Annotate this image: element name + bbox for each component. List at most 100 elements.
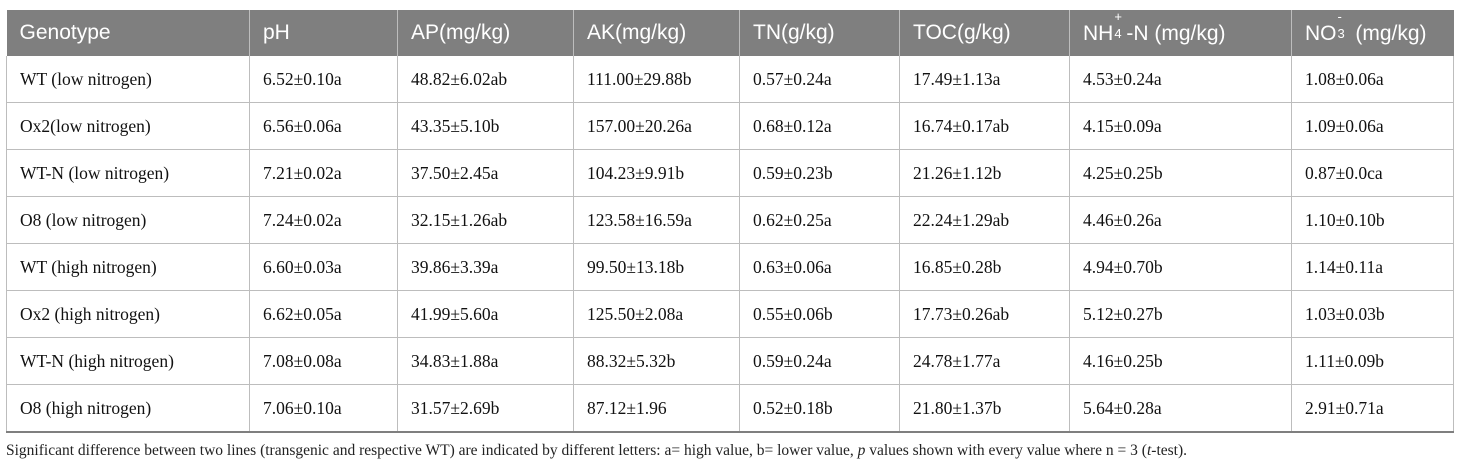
header-no3-subscript: 3 [1337,26,1345,41]
cell-ph: 6.56±0.06a [249,102,398,150]
header-ph: pH [249,10,398,56]
header-nh4-n: NH +4 -N (mg/kg) [1069,9,1292,56]
cell-toc: 16.74±0.17ab [899,102,1070,150]
soil-properties-table: Genotype pH AP(mg/kg) AK(mg/kg) TN(g/kg)… [6,9,1454,433]
cell-nh4-n: 4.46±0.26a [1069,196,1292,244]
cell-tn: 0.68±0.12a [739,102,900,150]
cell-toc: 24.78±1.77a [899,337,1070,385]
cell-genotype: Ox2 (high nitrogen) [6,290,250,338]
cell-no3: 1.08±0.06a [1291,56,1454,103]
cell-toc: 21.80±1.37b [899,384,1070,433]
header-nh4-charge: + [1114,9,1122,24]
cell-no3: 1.10±0.10b [1291,196,1454,244]
cell-ph: 7.08±0.08a [249,337,398,385]
table-row: WT-N (low nitrogen) 7.21±0.02a 37.50±2.45a… [6,149,1454,197]
header-nh4-base: NH [1083,22,1114,45]
cell-ap: 31.57±2.69b [397,384,574,433]
table-row: WT (low nitrogen) 6.52±0.10a 48.82±6.02ab 1… [6,56,1454,103]
header-no3-script: -3 [1337,9,1350,41]
header-no3-base: NO [1305,22,1337,45]
cell-nh4-n: 4.15±0.09a [1069,102,1292,150]
cell-genotype: O8 (low nitrogen) [6,196,250,244]
cell-tn: 0.55±0.06b [739,290,900,338]
table-row: Ox2(low nitrogen) 6.56±0.06a 43.35±5.10b 15… [6,102,1454,150]
cell-toc: 17.49±1.13a [899,56,1070,103]
table-row: Ox2 (high nitrogen) 6.62±0.05a 41.99±5.60a… [6,290,1454,338]
cell-ap: 37.50±2.45a [397,149,574,197]
cell-ak: 104.23±9.91b [573,149,740,197]
table-row: O8 (low nitrogen) 7.24±0.02a 32.15±1.26ab 1… [6,196,1454,244]
header-tn: TN(g/kg) [739,10,900,56]
cell-nh4-n: 4.94±0.70b [1069,243,1292,291]
header-no3-charge: - [1337,9,1342,24]
cell-ph: 6.62±0.05a [249,290,398,338]
cell-nh4-n: 4.53±0.24a [1069,56,1292,103]
table-row: WT (high nitrogen) 6.60±0.03a 39.86±3.39a 9… [6,243,1454,291]
cell-tn: 0.52±0.18b [739,384,900,433]
cell-nh4-n: 5.64±0.28a [1069,384,1292,433]
footnote-t-italic: t [1146,442,1152,459]
cell-ap: 43.35±5.10b [397,102,574,150]
cell-tn: 0.63±0.06a [739,243,900,291]
header-nh4-unit: -N (mg/kg) [1126,22,1226,45]
cell-toc: 21.26±1.12b [899,149,1070,197]
cell-ak: 87.12±1.96 [573,384,740,433]
cell-no3: 0.87±0.0ca [1291,149,1454,197]
footnote-text-1: Significant difference between two lines… [6,442,858,459]
cell-genotype: Ox2(low nitrogen) [6,102,250,150]
footnote-text-2: values shown with every value where n = … [865,442,1147,459]
header-genotype: Genotype [6,10,250,56]
cell-ak: 88.32±5.32b [573,337,740,385]
cell-ak: 125.50±2.08a [573,290,740,338]
cell-ap: 48.82±6.02ab [397,56,574,103]
cell-no3: 2.91±0.71a [1291,384,1454,433]
cell-tn: 0.59±0.23b [739,149,900,197]
cell-nh4-n: 4.25±0.25b [1069,149,1292,197]
table-row: WT-N (high nitrogen) 7.08±0.08a 34.83±1.88… [6,337,1454,385]
cell-ap: 34.83±1.88a [397,337,574,385]
cell-ak: 111.00±29.88b [573,56,740,103]
cell-tn: 0.62±0.25a [739,196,900,244]
cell-nh4-n: 4.16±0.25b [1069,337,1292,385]
data-table-container: Genotype pH AP(mg/kg) AK(mg/kg) TN(g/kg)… [6,9,1454,433]
cell-ph: 7.24±0.02a [249,196,398,244]
header-no3: NO -3 (mg/kg) [1292,9,1454,56]
cell-genotype: WT (low nitrogen) [6,56,250,103]
cell-ph: 6.60±0.03a [249,243,398,291]
cell-ap: 41.99±5.60a [397,290,574,338]
cell-ak: 99.50±13.18b [573,243,740,291]
header-toc: TOC(g/kg) [899,10,1070,56]
cell-genotype: WT (high nitrogen) [6,243,250,291]
table-header-row: Genotype pH AP(mg/kg) AK(mg/kg) TN(g/kg)… [6,9,1454,56]
cell-toc: 16.85±0.28b [899,243,1070,291]
footnote-p-italic: p [857,442,866,459]
header-ak: AK(mg/kg) [573,10,740,56]
cell-ap: 39.86±3.39a [397,243,574,291]
cell-no3: 1.11±0.09b [1291,337,1454,385]
cell-tn: 0.59±0.24a [739,337,900,385]
header-no3-unit: (mg/kg) [1349,22,1427,45]
cell-ph: 7.21±0.02a [249,149,398,197]
table-footnote: Significant difference between two lines… [6,442,1453,460]
cell-no3: 1.14±0.11a [1291,243,1454,291]
cell-tn: 0.57±0.24a [739,56,900,103]
cell-ph: 7.06±0.10a [249,384,398,433]
cell-ap: 32.15±1.26ab [397,196,574,244]
cell-toc: 17.73±0.26ab [899,290,1070,338]
header-nh4-script: +4 [1113,9,1126,41]
cell-no3: 1.03±0.03b [1291,290,1454,338]
footnote-text-3: -test). [1151,442,1188,459]
header-ap: AP(mg/kg) [397,10,574,56]
cell-genotype: WT-N (high nitrogen) [6,337,250,385]
cell-genotype: O8 (high nitrogen) [6,384,250,433]
cell-no3: 1.09±0.06a [1291,102,1454,150]
table-row: O8 (high nitrogen) 7.06±0.10a 31.57±2.69b 8… [6,384,1454,433]
cell-ph: 6.52±0.10a [249,56,398,103]
header-nh4-subscript: 4 [1114,26,1122,41]
cell-toc: 22.24±1.29ab [899,196,1070,244]
cell-ak: 157.00±20.26a [573,102,740,150]
cell-nh4-n: 5.12±0.27b [1069,290,1292,338]
cell-ak: 123.58±16.59a [573,196,740,244]
cell-genotype: WT-N (low nitrogen) [6,149,250,197]
table-body: WT (low nitrogen) 6.52±0.10a 48.82±6.02ab 1… [6,56,1454,433]
